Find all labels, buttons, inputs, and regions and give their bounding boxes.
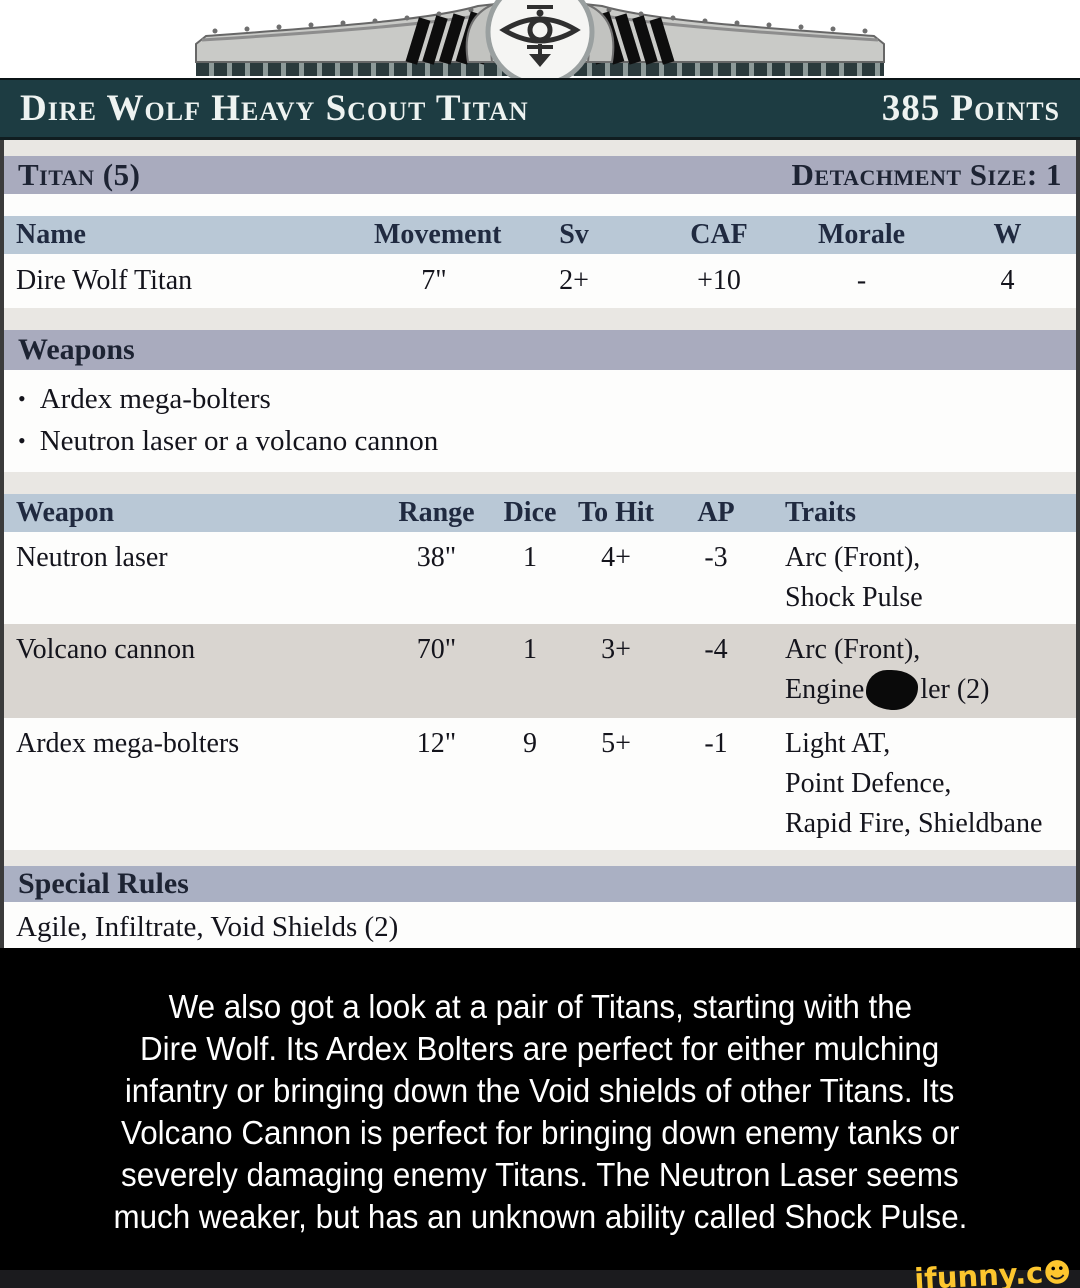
col-weapon: Weapon [16,497,115,528]
special-rules-row: Agile, Infiltrate, Void Shields (2) [4,902,1076,952]
col-name: Name [16,219,86,250]
redaction-scribble [866,670,919,710]
col-dice: Dice [503,497,557,528]
stat-w: 4 [1000,265,1015,296]
titan-pediment-graphic [195,0,885,78]
special-rules-text: Agile, Infiltrate, Void Shields (2) [16,910,399,943]
caption-line: severely damaging enemy Titans. The Neut… [121,1156,959,1193]
unit-type-bar: Titan (5) Detachment Size: 1 [4,156,1076,194]
rivets [212,7,868,34]
caption-line: Volcano Cannon is perfect for bringing d… [120,1114,960,1151]
special-rules-title: Special Rules [18,867,189,900]
col-w: W [993,219,1022,250]
smiley-icon: ☻ [1042,1257,1072,1288]
weapons-section-bar: Weapons [4,330,1076,370]
col-sv: Sv [559,219,589,250]
bullet-icon: • [18,386,26,411]
stats-row: Dire Wolf Titan 7" 2+ +10 - 4 [4,254,1076,308]
col-range: Range [398,497,475,528]
weapon-row-ardex-mega-bolters: Ardex mega-bolters 12" 9 5+ -1 Light AT,… [4,718,1076,850]
unit-name: Dire Wolf Heavy Scout Titan [20,88,529,129]
arch-banner [0,0,1080,78]
weapon-row-neutron-laser: Neutron laser 38" 1 4+ -3 Arc (Front), S… [4,532,1076,624]
col-caf: CAF [690,219,748,250]
weapon-table-header: Weapon Range Dice To Hit AP Traits [4,494,1076,532]
col-movement: Movement [374,219,502,250]
footer-bar [0,1270,1080,1288]
weapon-row-volcano-cannon: Volcano cannon 70" 1 3+ -4 Arc (Front), … [4,624,1076,718]
stat-sv: 2+ [559,265,589,296]
titanicus-eye-icon [499,5,581,67]
datasheet-title-bar: Dire Wolf Heavy Scout Titan 385 Points [0,78,1080,140]
caption-line: We also got a look at a pair of Titans, … [168,988,912,1025]
weapon-list-item: • Ardex mega-bolters [4,378,1076,420]
datasheet-body: Titan (5) Detachment Size: 1 Name Moveme… [0,140,1080,952]
detachment-size: Detachment Size: 1 [791,157,1062,192]
stat-name: Dire Wolf Titan [16,265,193,296]
weapon-list-item: • Neutron laser or a volcano cannon [4,420,1076,462]
points-value: 385 Points [881,88,1060,129]
stat-movement: 7" [421,265,447,296]
bullet-icon: • [18,428,26,453]
special-rules-bar: Special Rules [4,866,1076,902]
stat-caf: +10 [697,265,741,296]
col-traits: Traits [785,497,857,528]
col-morale: Morale [817,219,906,250]
caption-line: Dire Wolf. Its Ardex Bolters are perfect… [140,1030,940,1067]
caption-line: much weaker, but has an unknown ability … [113,1198,967,1235]
stats-header-row: Name Movement Sv CAF Morale W [4,216,1076,254]
col-tohit: To Hit [578,497,654,528]
unit-type: Titan (5) [18,157,141,192]
caption-area: We also got a look at a pair of Titans, … [0,948,1080,1270]
col-ap: AP [697,497,735,528]
stat-morale: - [856,265,867,296]
caption-line: infantry or bringing down the Void shiel… [125,1072,955,1109]
weapons-section-title: Weapons [18,333,135,366]
